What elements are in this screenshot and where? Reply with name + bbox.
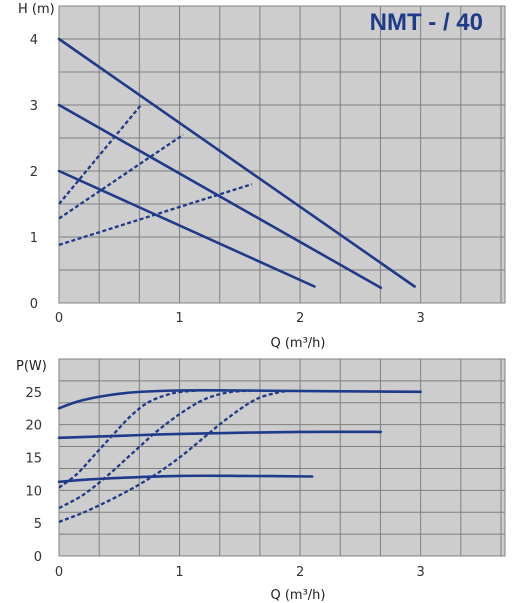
chart-title: NMT - / 40 [370,9,483,36]
y-axis-label: P(W) [16,359,47,374]
dashed-curve-3 [58,104,142,205]
dashed-curve-5 [58,183,253,246]
y-tick-label: 15 [25,452,42,467]
y-tick-label: 20 [25,419,42,434]
y-tick-label: 10 [25,484,42,499]
dashed-curve-4 [58,389,252,510]
plot-area [59,359,505,556]
y-tick-label: 0 [34,550,42,565]
x-axis-label: Q (m³/h) [270,336,325,351]
grid [58,5,506,304]
x-tick-label: 2 [296,311,304,326]
solid-curve-0 [57,389,422,410]
solid-curve-2 [57,474,314,484]
y-tick-label: 4 [30,33,38,48]
power-chart: P(W) Q (m³/h) 0 1 2 3 0 5 10 15 20 25 [16,358,506,603]
y-tick-label: 2 [30,165,38,180]
plot-border [58,358,506,557]
x-tick-label: 3 [416,311,424,326]
x-tick-label: 2 [296,565,304,580]
x-tick-label: 3 [416,565,424,580]
y-tick-label: 0 [30,297,38,312]
dashed-curve-5 [58,389,289,523]
x-tick-label: 0 [55,311,63,326]
head-chart: NMT - / 40 H (m) Q (m³/h) 0 1 2 3 0 1 2 3 4 [18,2,506,351]
plot-area [59,6,505,303]
x-tick-label: 1 [175,565,183,580]
x-axis-label: Q (m³/h) [270,588,325,603]
x-tick-label: 1 [175,311,183,326]
y-tick-label: 5 [34,517,42,532]
y-tick-label: 1 [30,231,38,246]
solid-curve-2 [57,169,316,288]
solid-curve-1 [57,430,383,440]
solid-curve-0 [57,37,416,288]
y-axis-label: H (m) [18,2,55,17]
solid-curve-1 [57,103,383,290]
plot-border [58,5,506,304]
y-tick-label: 25 [25,386,42,401]
x-tick-label: 0 [55,565,63,580]
dashed-curve-4 [58,133,184,220]
y-tick-label: 3 [30,99,38,114]
